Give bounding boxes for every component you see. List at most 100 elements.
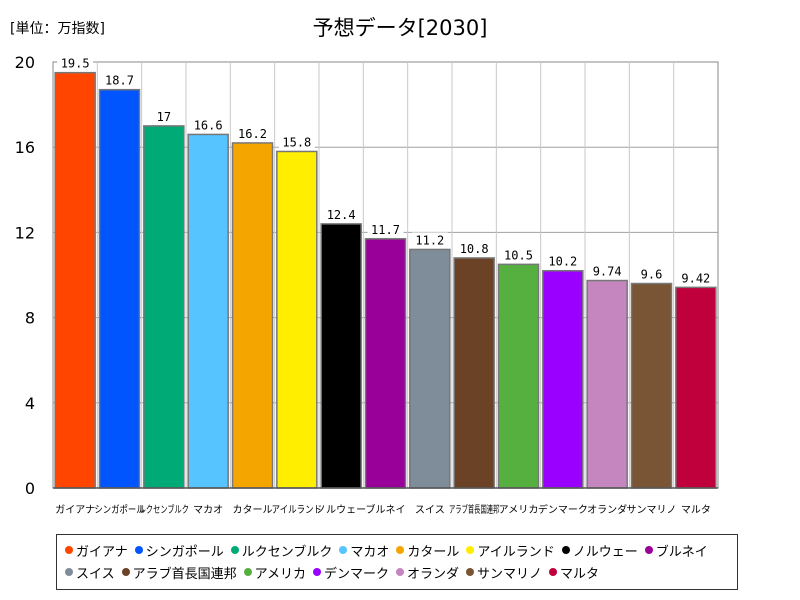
legend-label: カタール — [407, 544, 460, 560]
legend-item: アイルランド — [466, 539, 555, 561]
value-label-bg — [153, 108, 175, 124]
legend-item: ブルネイ — [644, 539, 708, 561]
y-tick-label: 8 — [25, 309, 35, 328]
value-label-bg — [637, 266, 666, 282]
legend-marker-icon — [65, 568, 73, 576]
category-label: ルクセンブルク — [139, 503, 189, 516]
bar — [231, 142, 274, 489]
legend-label: スイス — [76, 566, 115, 582]
legend-marker-icon — [466, 546, 475, 554]
bar — [630, 282, 673, 489]
legend-item: ノルウェー — [561, 539, 638, 561]
value-label-bg — [234, 125, 271, 141]
legend-label: ブルネイ — [655, 544, 708, 560]
legend-item: デンマーク — [313, 561, 389, 583]
bar — [187, 133, 229, 489]
legend-item: ルクセンブルク — [230, 539, 333, 561]
legend-label: ガイアナ — [76, 544, 128, 560]
category-label: サンマリノ — [627, 504, 677, 516]
bar — [143, 125, 185, 489]
legend-item: オランダ — [396, 561, 459, 583]
category-label: ブルネイ — [366, 503, 406, 516]
value-label-bg — [544, 253, 581, 269]
legend-label: アメリカ — [254, 566, 306, 582]
value-label: 9.6 — [641, 268, 663, 282]
legend-item: マカオ — [339, 539, 389, 561]
value-label: 15.8 — [282, 135, 311, 149]
legend-marker-icon — [65, 546, 73, 554]
chart-legend: ガイアナ シンガポール ルクセンブルク マカオ カタール アイルランド ノルウェー ブルネイス… — [56, 534, 738, 590]
bar — [497, 263, 540, 489]
legend-item: スイス — [65, 561, 115, 583]
unit-label: [単位：万指数] — [10, 21, 105, 37]
value-label-bg — [500, 247, 537, 263]
value-label-bg — [367, 221, 404, 237]
legend-item: アメリカ — [243, 561, 306, 583]
bar — [276, 150, 318, 489]
bar — [453, 257, 495, 489]
value-label-bg — [411, 232, 448, 248]
legend-item: シンガポール — [134, 539, 224, 561]
legend-label: ノルウェー — [572, 544, 638, 560]
category-label: アイルランド — [272, 504, 322, 516]
y-tick-label: 4 — [25, 394, 35, 413]
category-label: マカオ — [193, 504, 223, 516]
legend-marker-icon — [396, 568, 405, 576]
legend-label: ルクセンブルク — [241, 544, 333, 560]
legend-marker-icon — [313, 568, 321, 576]
value-label: 16.2 — [238, 127, 267, 141]
legend-item: アラブ首長国連邦 — [121, 561, 237, 583]
legend-marker-icon — [396, 546, 405, 554]
value-label: 10.5 — [504, 248, 533, 262]
legend-label: デンマーク — [324, 566, 390, 582]
value-label-bg — [57, 55, 94, 71]
bar — [320, 223, 362, 489]
category-label: カタール — [233, 504, 273, 516]
legend-item: カタール — [396, 539, 459, 561]
value-label: 9.74 — [593, 265, 622, 279]
legend-marker-icon — [121, 568, 130, 576]
value-label: 11.2 — [415, 233, 444, 247]
value-label: 19.5 — [61, 57, 90, 71]
category-label: ガイアナ — [55, 504, 95, 516]
bar — [542, 269, 584, 489]
legend-item: サンマリノ — [466, 561, 542, 583]
value-label-bg — [456, 240, 493, 256]
legend-marker-icon — [561, 546, 570, 554]
legend-label: マカオ — [350, 544, 390, 560]
value-label: 17 — [157, 110, 171, 124]
y-tick-label: 0 — [25, 479, 35, 498]
legend-label: オランダ — [407, 566, 460, 582]
value-label-bg — [323, 206, 360, 222]
legend-marker-icon — [466, 568, 475, 576]
legend-marker-icon — [549, 568, 558, 576]
value-label: 10.8 — [460, 242, 489, 256]
legend-item: マルタ — [549, 561, 599, 583]
bar — [409, 248, 451, 489]
category-label: アメリカ — [499, 504, 539, 516]
legend-label: アラブ首長国連邦 — [132, 566, 237, 582]
y-tick-label: 20 — [15, 53, 35, 72]
legend-item: ガイアナ — [65, 539, 128, 561]
value-label: 12.4 — [327, 208, 356, 222]
legend-marker-icon — [134, 546, 143, 554]
value-label-bg — [589, 263, 626, 279]
chart-title: 予想データ[2030] — [312, 16, 488, 40]
category-label: シンガポール — [94, 504, 144, 516]
legend-marker-icon — [230, 546, 239, 554]
value-label-bg — [677, 270, 714, 286]
value-label: 18.7 — [105, 74, 134, 88]
value-label-bg — [278, 134, 315, 150]
value-label-bg — [190, 117, 227, 133]
category-label: オランダ — [587, 503, 627, 516]
legend-label: マルタ — [560, 566, 600, 582]
bar — [54, 71, 96, 489]
bar — [98, 88, 141, 489]
y-tick-label: 16 — [15, 138, 35, 157]
category-label: マルタ — [681, 504, 711, 516]
legend-label: シンガポール — [145, 544, 224, 560]
y-tick-label: 12 — [15, 223, 35, 242]
legend-marker-icon — [644, 546, 653, 554]
legend-marker-icon — [243, 568, 252, 576]
value-label: 16.6 — [194, 118, 223, 132]
